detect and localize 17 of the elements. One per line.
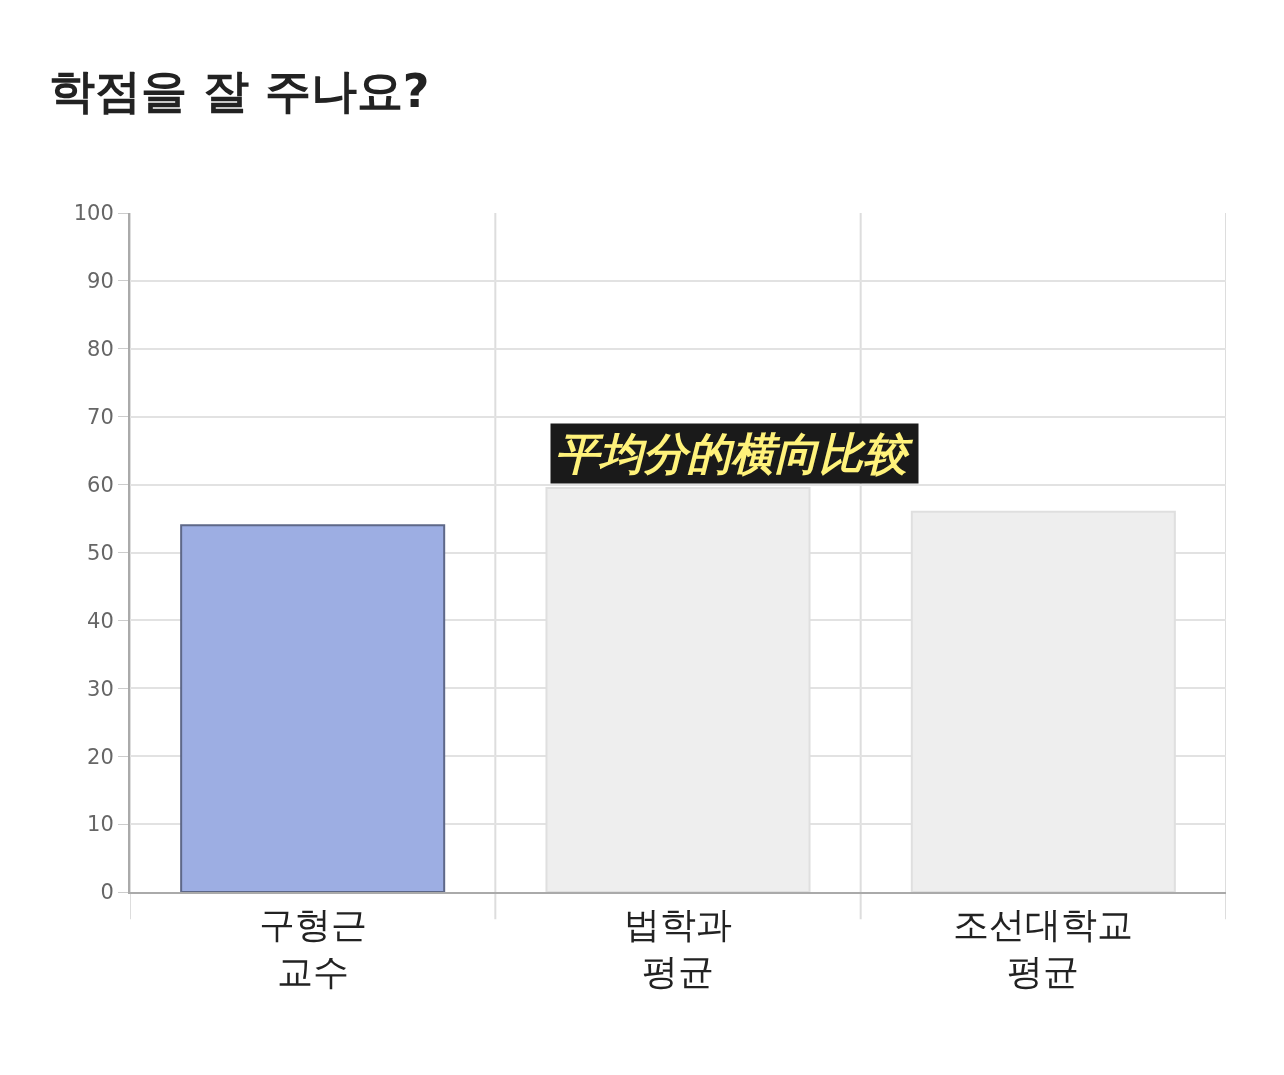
x-tick-label: 법학과 평균 bbox=[624, 904, 732, 992]
y-tick-label: 20 bbox=[87, 744, 114, 769]
annotation: 平均分的横向比较 bbox=[555, 428, 914, 479]
y-tick-label: 100 bbox=[73, 201, 114, 226]
y-tick-label: 0 bbox=[100, 880, 114, 905]
y-tick-label: 70 bbox=[87, 405, 114, 430]
chart-title: 학점을 잘 주나요? bbox=[48, 64, 430, 119]
y-tick-label: 30 bbox=[87, 676, 114, 701]
x-tick-label: 구형근 교수 bbox=[258, 904, 367, 992]
y-tick-label: 80 bbox=[87, 337, 114, 362]
bar bbox=[180, 524, 446, 892]
y-tick-label: 50 bbox=[87, 540, 114, 565]
y-tick-label: 40 bbox=[87, 608, 114, 633]
y-tick-label: 60 bbox=[87, 472, 114, 497]
y-tick-label: 90 bbox=[87, 269, 114, 294]
y-tick-label: 10 bbox=[87, 812, 114, 837]
x-tick-label: 조선대학교 평균 bbox=[953, 904, 1134, 992]
